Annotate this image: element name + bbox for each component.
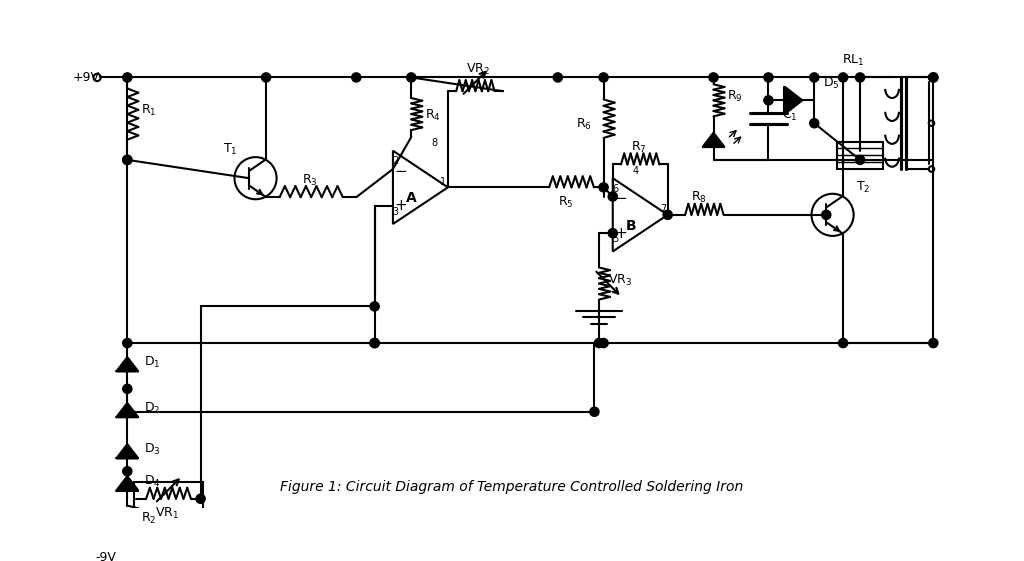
Text: VR$_2$: VR$_2$: [466, 62, 490, 77]
Polygon shape: [784, 86, 803, 114]
Circle shape: [664, 210, 673, 219]
Text: R$_8$: R$_8$: [690, 190, 707, 205]
Polygon shape: [702, 133, 725, 147]
Text: 6: 6: [612, 184, 618, 194]
Circle shape: [764, 73, 773, 82]
Text: R$_2$: R$_2$: [141, 511, 157, 526]
Circle shape: [123, 407, 132, 416]
Text: D$_4$: D$_4$: [143, 474, 161, 489]
Polygon shape: [117, 403, 138, 417]
Circle shape: [261, 73, 270, 82]
Circle shape: [351, 73, 360, 82]
Text: VR$_3$: VR$_3$: [608, 273, 633, 288]
Circle shape: [599, 183, 608, 192]
Text: T$_2$: T$_2$: [856, 180, 870, 195]
Circle shape: [599, 338, 608, 348]
Circle shape: [855, 73, 864, 82]
Text: $-$: $-$: [393, 162, 407, 177]
Circle shape: [370, 302, 379, 311]
Text: VR$_1$: VR$_1$: [155, 506, 179, 521]
Circle shape: [595, 338, 603, 348]
Text: 2: 2: [392, 157, 398, 167]
Circle shape: [810, 119, 819, 128]
Text: A: A: [406, 191, 417, 205]
Circle shape: [929, 73, 938, 82]
Circle shape: [590, 407, 599, 416]
Circle shape: [839, 73, 848, 82]
Polygon shape: [117, 357, 138, 371]
Text: D$_1$: D$_1$: [143, 355, 161, 370]
Polygon shape: [612, 178, 668, 251]
Text: $+$: $+$: [393, 198, 407, 213]
Circle shape: [821, 210, 830, 219]
Text: -9V: -9V: [95, 551, 116, 561]
Circle shape: [810, 73, 819, 82]
Circle shape: [709, 73, 718, 82]
Bar: [134, 482, 204, 514]
Text: R$_7$: R$_7$: [631, 140, 647, 155]
Text: D$_5$: D$_5$: [823, 76, 840, 91]
Circle shape: [123, 155, 132, 164]
Text: B: B: [626, 219, 636, 233]
Text: R$_3$: R$_3$: [302, 172, 317, 187]
Text: 4: 4: [633, 165, 639, 176]
Text: R$_1$: R$_1$: [141, 103, 157, 118]
Text: 3: 3: [392, 207, 398, 217]
Circle shape: [370, 338, 379, 348]
Text: R$_9$: R$_9$: [727, 89, 743, 104]
Circle shape: [553, 73, 562, 82]
Text: $-$: $-$: [613, 189, 627, 204]
Polygon shape: [393, 151, 447, 224]
Text: RL$_1$: RL$_1$: [842, 53, 864, 68]
Circle shape: [839, 338, 848, 348]
Text: R$_5$: R$_5$: [558, 195, 573, 210]
Circle shape: [929, 73, 938, 82]
Text: $+$: $+$: [613, 226, 627, 241]
Circle shape: [123, 467, 132, 476]
Text: R$_6$: R$_6$: [577, 117, 592, 132]
Text: C$_1$: C$_1$: [782, 108, 798, 123]
Circle shape: [608, 192, 617, 201]
Circle shape: [123, 338, 132, 348]
Circle shape: [370, 338, 379, 348]
Circle shape: [608, 228, 617, 238]
Polygon shape: [117, 444, 138, 458]
Text: 7: 7: [660, 204, 667, 214]
Text: 8: 8: [431, 138, 437, 148]
Circle shape: [123, 384, 132, 393]
Polygon shape: [117, 476, 138, 490]
Text: D$_3$: D$_3$: [143, 442, 161, 457]
Text: 5: 5: [612, 234, 618, 244]
Text: Figure 1: Circuit Diagram of Temperature Controlled Soldering Iron: Figure 1: Circuit Diagram of Temperature…: [281, 480, 743, 494]
Circle shape: [929, 338, 938, 348]
Text: 1: 1: [440, 177, 446, 187]
Text: R$_4$: R$_4$: [425, 108, 440, 123]
Text: T$_1$: T$_1$: [223, 141, 238, 157]
Circle shape: [123, 155, 132, 164]
Circle shape: [855, 155, 864, 164]
Text: D$_2$: D$_2$: [143, 401, 160, 416]
Text: +9V: +9V: [73, 71, 99, 84]
Circle shape: [764, 96, 773, 105]
Circle shape: [407, 73, 416, 82]
Circle shape: [196, 494, 205, 503]
Circle shape: [123, 73, 132, 82]
Circle shape: [599, 73, 608, 82]
